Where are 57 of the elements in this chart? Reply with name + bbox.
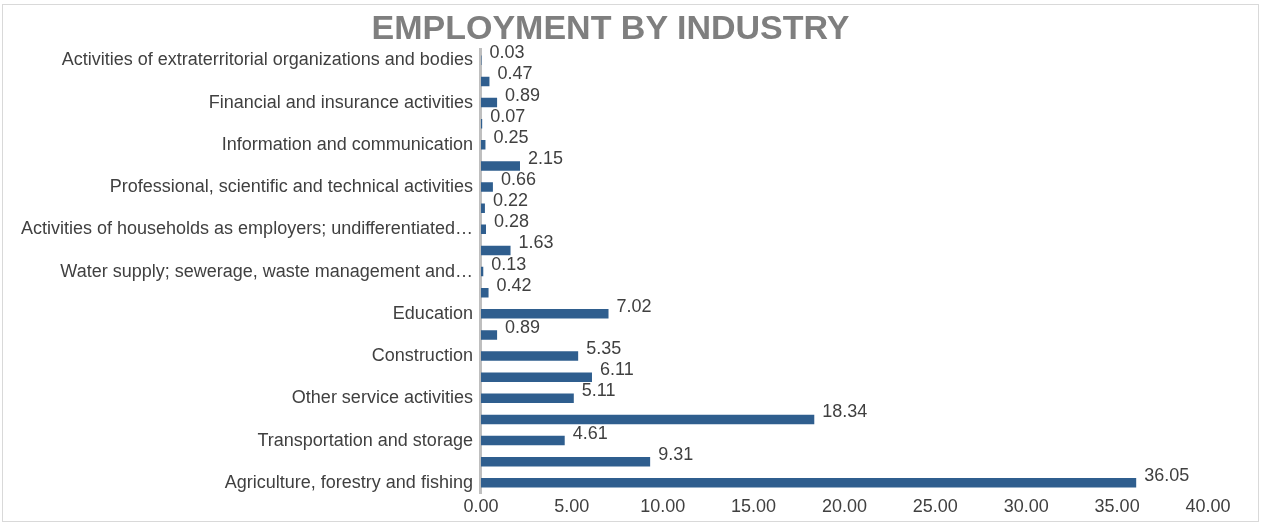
data-label: 0.25 — [493, 126, 529, 147]
data-label: 7.02 — [616, 295, 652, 316]
x-tick-label: 10.00 — [640, 496, 686, 517]
x-tick-label: 25.00 — [912, 496, 958, 517]
y-tick-label: Water supply; sewerage, waste management and… — [60, 260, 473, 281]
data-label: 18.34 — [822, 401, 868, 422]
y-tick-label: Agriculture, forestry and fishing — [224, 471, 473, 492]
data-label: 6.11 — [599, 359, 634, 380]
x-tick-label: 20.00 — [821, 496, 867, 517]
bar — [480, 435, 565, 446]
bar — [480, 97, 498, 108]
bar — [480, 393, 574, 404]
y-tick-label: Information and communication — [221, 133, 473, 154]
data-label: 0.89 — [505, 84, 541, 105]
y-tick-label: Transportation and storage — [257, 429, 473, 450]
y-tick-label: Education — [392, 302, 473, 323]
y-tick-label: Other service activities — [291, 387, 473, 408]
bar — [480, 351, 579, 361]
y-tick-label: Activities of households as employers; undifferentiated… — [20, 218, 473, 239]
data-label: 0.28 — [494, 211, 530, 232]
data-label: 4.61 — [572, 422, 608, 443]
x-tick-label: 35.00 — [1094, 496, 1140, 517]
bar — [480, 182, 493, 192]
data-label: 5.11 — [581, 380, 616, 401]
data-label: 0.89 — [505, 316, 541, 337]
x-tick-label: 40.00 — [1185, 496, 1231, 517]
bar — [480, 414, 815, 425]
bar — [480, 287, 489, 298]
data-label: 2.15 — [528, 147, 564, 168]
bar — [480, 330, 498, 340]
bar — [480, 245, 511, 256]
data-label: 1.63 — [518, 232, 554, 253]
data-label: 0.66 — [500, 169, 536, 190]
data-label: 0.22 — [492, 190, 528, 211]
data-label: 9.31 — [658, 443, 694, 464]
bar — [480, 478, 1137, 488]
data-label: 0.13 — [491, 253, 527, 274]
bar — [480, 203, 485, 213]
bar — [480, 372, 592, 382]
bar — [480, 309, 609, 319]
bar — [480, 224, 487, 235]
y-tick-label: Activities of extraterritorial organizations and bodies — [61, 49, 473, 70]
y-tick-label: Financial and insurance activities — [208, 91, 473, 112]
bar — [480, 161, 520, 171]
bar — [480, 140, 486, 150]
data-label: 0.47 — [497, 63, 533, 84]
data-label: 36.05 — [1144, 464, 1190, 485]
x-tick-label: 5.00 — [554, 496, 590, 517]
bar — [480, 456, 651, 467]
data-label: 5.35 — [586, 338, 622, 359]
x-tick-label: 15.00 — [731, 496, 777, 517]
data-label: 0.42 — [496, 274, 532, 295]
y-tick-label: Construction — [371, 345, 473, 366]
x-tick-label: 0.00 — [463, 496, 499, 517]
x-tick-label: 30.00 — [1003, 496, 1049, 517]
data-label: 0.07 — [490, 105, 526, 126]
y-tick-label: Professional, scientific and technical activities — [109, 176, 473, 197]
